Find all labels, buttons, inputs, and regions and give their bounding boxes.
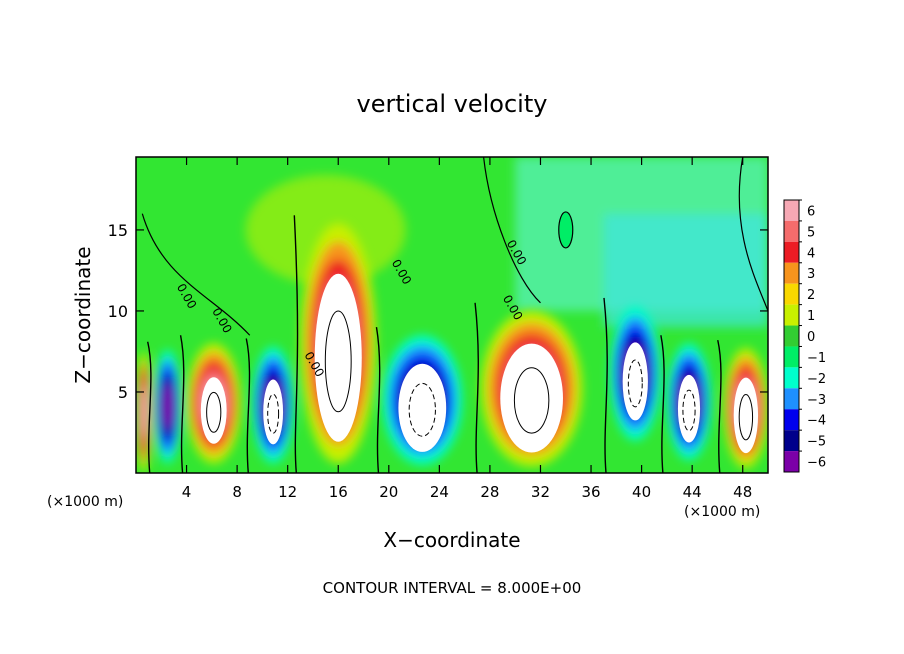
upper-zero-contour-3 (738, 157, 768, 312)
colorbar-swatch (784, 200, 799, 221)
colorbar-swatch (784, 409, 799, 431)
colorbar-label: 1 (807, 309, 815, 324)
cell-core-2 (200, 377, 227, 444)
x-tick-label: 4 (182, 483, 192, 501)
x-axis: 4 8 12 16 20 24 28 32 36 40 44 48 (182, 157, 752, 501)
cell-0 (136, 351, 152, 473)
colorbar: 6 5 4 3 2 1 0 −1 −2 −3 −4 −5 −6 (783, 199, 826, 473)
colorbar-label: 6 (807, 204, 815, 219)
colorbar-swatch (784, 430, 799, 452)
x-tick-label: 40 (632, 483, 651, 501)
y-tick-label: 15 (108, 221, 128, 240)
contour-cell-9 (738, 394, 754, 441)
colorbar-label: 4 (807, 246, 815, 261)
zero-contour-4 (293, 215, 299, 473)
x-tick-label: 44 (683, 483, 702, 501)
zero-contour-2 (179, 335, 185, 473)
colorbar-label: −1 (807, 351, 826, 366)
colorbar-swatch (784, 262, 799, 284)
colorbar-swatch (784, 346, 799, 368)
colorbar-swatch (784, 283, 799, 305)
x-tick-label: 36 (581, 483, 600, 501)
plot-frame (135, 156, 769, 474)
colorbar-label: 0 (807, 330, 815, 345)
contour-cell-4 (324, 310, 352, 413)
x-axis-label: X−coordinate (383, 528, 520, 552)
colorbar-label: 5 (807, 225, 815, 240)
contour-cell-8 (682, 389, 696, 432)
y-tick-label: 10 (108, 302, 128, 321)
x-tick-label: 16 (329, 483, 348, 501)
x-tick-label: 8 (232, 483, 242, 501)
cell-core-6 (500, 343, 563, 453)
zero-contour-7 (603, 297, 608, 473)
isolated-contour (558, 211, 574, 249)
cell-core-4 (314, 273, 362, 442)
upper-haze (245, 174, 406, 285)
colorbar-swatch (784, 451, 799, 472)
colorbar-swatch (784, 367, 799, 389)
cell-core-5 (398, 363, 447, 452)
colorbar-swatch (784, 388, 799, 410)
zero-contour-6 (474, 302, 479, 473)
colorbar-label: 2 (807, 288, 815, 303)
contour-interval-note: CONTOUR INTERVAL = 8.000E+00 (323, 579, 582, 597)
zero-contour-8 (660, 335, 665, 473)
x-tick-label: 24 (430, 483, 449, 501)
cell-core-3 (263, 379, 284, 445)
zero-contour-5 (375, 327, 381, 473)
x-unit-left: (×1000 m) (47, 494, 123, 510)
cell-core-8 (677, 374, 701, 443)
zero-contour-0 (130, 343, 133, 473)
x-tick-label: 28 (480, 483, 499, 501)
x-tick-label: 48 (733, 483, 752, 501)
upper-zero-contour (141, 213, 251, 336)
contour-cell-2 (206, 391, 222, 433)
colorbar-swatch (784, 220, 799, 242)
contour-cell-3 (267, 393, 280, 434)
x-tick-label: 32 (531, 483, 550, 501)
x-tick-label: 20 (379, 483, 398, 501)
colorbar-label: −6 (807, 456, 826, 471)
colorbar-label: −4 (807, 414, 826, 429)
velocity-field (136, 157, 768, 473)
y-axis: 5 10 15 (108, 221, 768, 402)
contour-lines (130, 157, 768, 473)
colorbar-swatch (784, 241, 799, 263)
y-tick-label: 5 (118, 383, 128, 402)
zero-contour-3 (245, 338, 251, 473)
x-tick-label: 12 (278, 483, 297, 501)
upper-zero-contour-2 (483, 157, 541, 304)
cell-1 (153, 349, 182, 464)
colorbar-label: −2 (807, 372, 826, 387)
cell-core-7 (622, 342, 648, 421)
chart-title: vertical velocity (357, 90, 548, 118)
colorbar-frame (783, 199, 800, 473)
colorbar-swatch (784, 304, 799, 326)
zero-contour-9 (717, 339, 722, 473)
contour-cell-7 (627, 359, 643, 408)
x-unit-right: (×1000 m) (684, 504, 760, 520)
colorbar-swatch (784, 325, 799, 347)
colorbar-label: −3 (807, 393, 826, 408)
colorbar-label: −5 (807, 435, 826, 450)
contour-cell-5 (408, 382, 436, 437)
zero-contour-1 (147, 341, 152, 473)
cell-core-9 (733, 377, 759, 454)
y-axis-label: Z−coordinate (71, 246, 95, 383)
contour-cell-6 (513, 367, 550, 434)
colorbar-label: 3 (807, 267, 815, 282)
